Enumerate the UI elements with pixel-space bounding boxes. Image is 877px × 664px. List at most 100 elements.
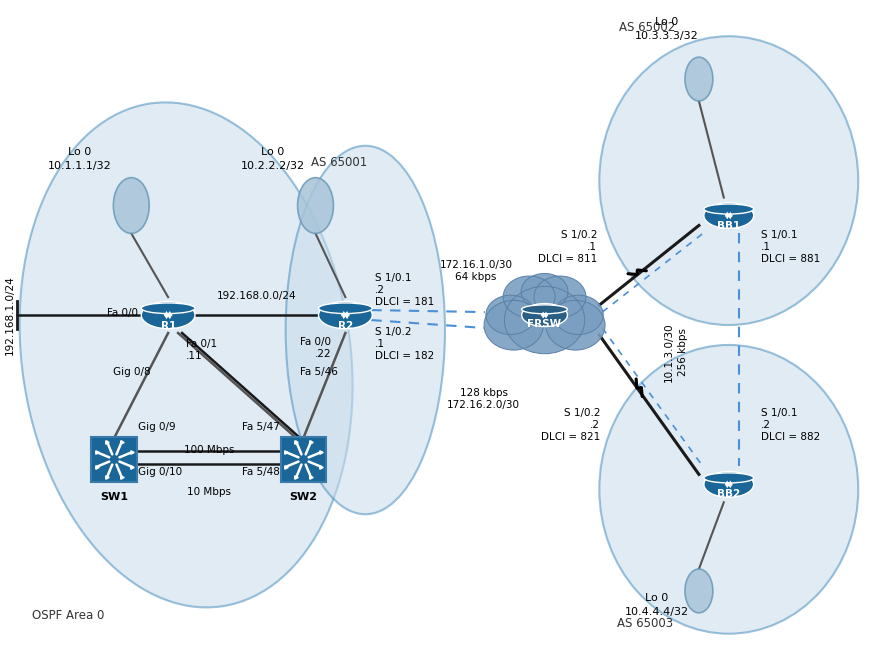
- Ellipse shape: [503, 276, 555, 317]
- Ellipse shape: [484, 300, 544, 350]
- FancyArrow shape: [341, 311, 347, 316]
- Text: 10.4.4.4/32: 10.4.4.4/32: [625, 607, 689, 617]
- FancyArrow shape: [543, 311, 548, 316]
- Text: .1: .1: [375, 339, 385, 349]
- Ellipse shape: [522, 303, 567, 327]
- FancyArrow shape: [727, 481, 733, 485]
- FancyArrow shape: [543, 314, 548, 319]
- Text: 10 Mbps: 10 Mbps: [187, 487, 231, 497]
- Text: .1: .1: [588, 242, 597, 252]
- Text: 192.168.0.0/24: 192.168.0.0/24: [217, 291, 296, 301]
- FancyArrow shape: [541, 311, 546, 316]
- FancyArrow shape: [727, 212, 733, 216]
- Text: 10.2.2.2/32: 10.2.2.2/32: [240, 161, 305, 171]
- Text: 100 Mbps: 100 Mbps: [183, 444, 234, 454]
- Text: Lo 0: Lo 0: [655, 17, 679, 27]
- Ellipse shape: [522, 305, 567, 314]
- FancyArrow shape: [727, 483, 733, 488]
- FancyArrow shape: [166, 311, 173, 316]
- Text: .2: .2: [760, 420, 771, 430]
- Text: Fa 5/47: Fa 5/47: [242, 422, 280, 432]
- Text: S 1/0.1: S 1/0.1: [375, 273, 412, 284]
- Ellipse shape: [599, 37, 859, 325]
- Text: Lo 0: Lo 0: [261, 147, 284, 157]
- Text: Fa 5/48: Fa 5/48: [242, 467, 280, 477]
- Text: SW2: SW2: [289, 492, 317, 503]
- Text: DLCI = 821: DLCI = 821: [541, 432, 601, 442]
- Text: Lo 0: Lo 0: [68, 147, 91, 157]
- Text: 172.16.2.0/30: 172.16.2.0/30: [447, 400, 520, 410]
- FancyBboxPatch shape: [281, 436, 326, 482]
- Text: 10.1.3.0/30: 10.1.3.0/30: [664, 322, 674, 382]
- Text: 64 kbps: 64 kbps: [455, 272, 496, 282]
- FancyArrow shape: [164, 311, 170, 316]
- Text: BB1: BB1: [717, 220, 740, 230]
- Text: 256 kbps: 256 kbps: [678, 328, 688, 376]
- Ellipse shape: [286, 146, 445, 514]
- Text: Fa 5/46: Fa 5/46: [300, 367, 338, 377]
- FancyArrow shape: [164, 314, 170, 319]
- FancyBboxPatch shape: [91, 436, 138, 482]
- Text: DLCI = 881: DLCI = 881: [760, 254, 820, 264]
- Text: DLCI = 182: DLCI = 182: [375, 351, 434, 361]
- Text: 128 kbps: 128 kbps: [460, 388, 508, 398]
- Ellipse shape: [318, 301, 372, 329]
- Text: 192.168.1.0/24: 192.168.1.0/24: [4, 275, 15, 355]
- FancyArrow shape: [341, 314, 347, 319]
- Text: S 1/0.1: S 1/0.1: [760, 408, 797, 418]
- Text: AS 65003: AS 65003: [617, 617, 674, 629]
- Ellipse shape: [704, 473, 753, 483]
- Ellipse shape: [704, 204, 753, 214]
- Text: AS 65002: AS 65002: [619, 21, 675, 35]
- Ellipse shape: [521, 274, 568, 309]
- Text: .22: .22: [315, 349, 332, 359]
- Text: FRSW: FRSW: [527, 319, 561, 329]
- Text: DLCI = 181: DLCI = 181: [375, 297, 434, 307]
- Text: Fa 0/1: Fa 0/1: [186, 339, 217, 349]
- FancyArrow shape: [343, 314, 350, 319]
- Text: .2: .2: [590, 420, 601, 430]
- Text: DLCI = 882: DLCI = 882: [760, 432, 820, 442]
- Ellipse shape: [704, 203, 753, 228]
- Text: .1: .1: [760, 242, 771, 252]
- FancyArrow shape: [166, 314, 173, 319]
- Text: S 1/0.1: S 1/0.1: [760, 230, 797, 240]
- Text: Gig 0/9: Gig 0/9: [139, 422, 176, 432]
- Text: Fa 0/0: Fa 0/0: [107, 308, 139, 318]
- FancyArrow shape: [724, 481, 731, 485]
- Text: 10.1.1.1/32: 10.1.1.1/32: [47, 161, 111, 171]
- Text: DLCI = 811: DLCI = 811: [538, 254, 597, 264]
- FancyArrow shape: [724, 214, 731, 219]
- Ellipse shape: [685, 57, 713, 101]
- FancyArrow shape: [541, 314, 546, 319]
- Ellipse shape: [704, 471, 753, 497]
- Text: R2: R2: [338, 321, 353, 331]
- Text: SW1: SW1: [100, 492, 128, 503]
- Ellipse shape: [685, 569, 713, 613]
- Ellipse shape: [545, 300, 605, 350]
- FancyArrow shape: [724, 212, 731, 216]
- Ellipse shape: [318, 303, 372, 313]
- Ellipse shape: [113, 178, 149, 234]
- Text: Fa 0/0: Fa 0/0: [301, 337, 332, 347]
- Text: 10.3.3.3/32: 10.3.3.3/32: [635, 31, 699, 41]
- Ellipse shape: [141, 301, 195, 329]
- Ellipse shape: [486, 295, 535, 335]
- Text: S 1/0.2: S 1/0.2: [375, 327, 412, 337]
- Text: Lo 0: Lo 0: [645, 593, 668, 603]
- Text: .2: .2: [375, 285, 385, 295]
- Text: BB2: BB2: [717, 489, 740, 499]
- Text: 172.16.1.0/30: 172.16.1.0/30: [439, 260, 512, 270]
- Ellipse shape: [553, 295, 603, 335]
- Ellipse shape: [297, 178, 333, 234]
- Text: S 1/0.2: S 1/0.2: [560, 230, 597, 240]
- Ellipse shape: [599, 345, 859, 633]
- Text: S 1/0.2: S 1/0.2: [564, 408, 601, 418]
- FancyArrow shape: [727, 214, 733, 219]
- FancyArrow shape: [724, 483, 731, 488]
- Ellipse shape: [141, 303, 195, 313]
- FancyArrow shape: [343, 311, 350, 316]
- Text: Gig 0/8: Gig 0/8: [112, 367, 150, 377]
- Ellipse shape: [534, 276, 586, 317]
- Ellipse shape: [504, 286, 585, 354]
